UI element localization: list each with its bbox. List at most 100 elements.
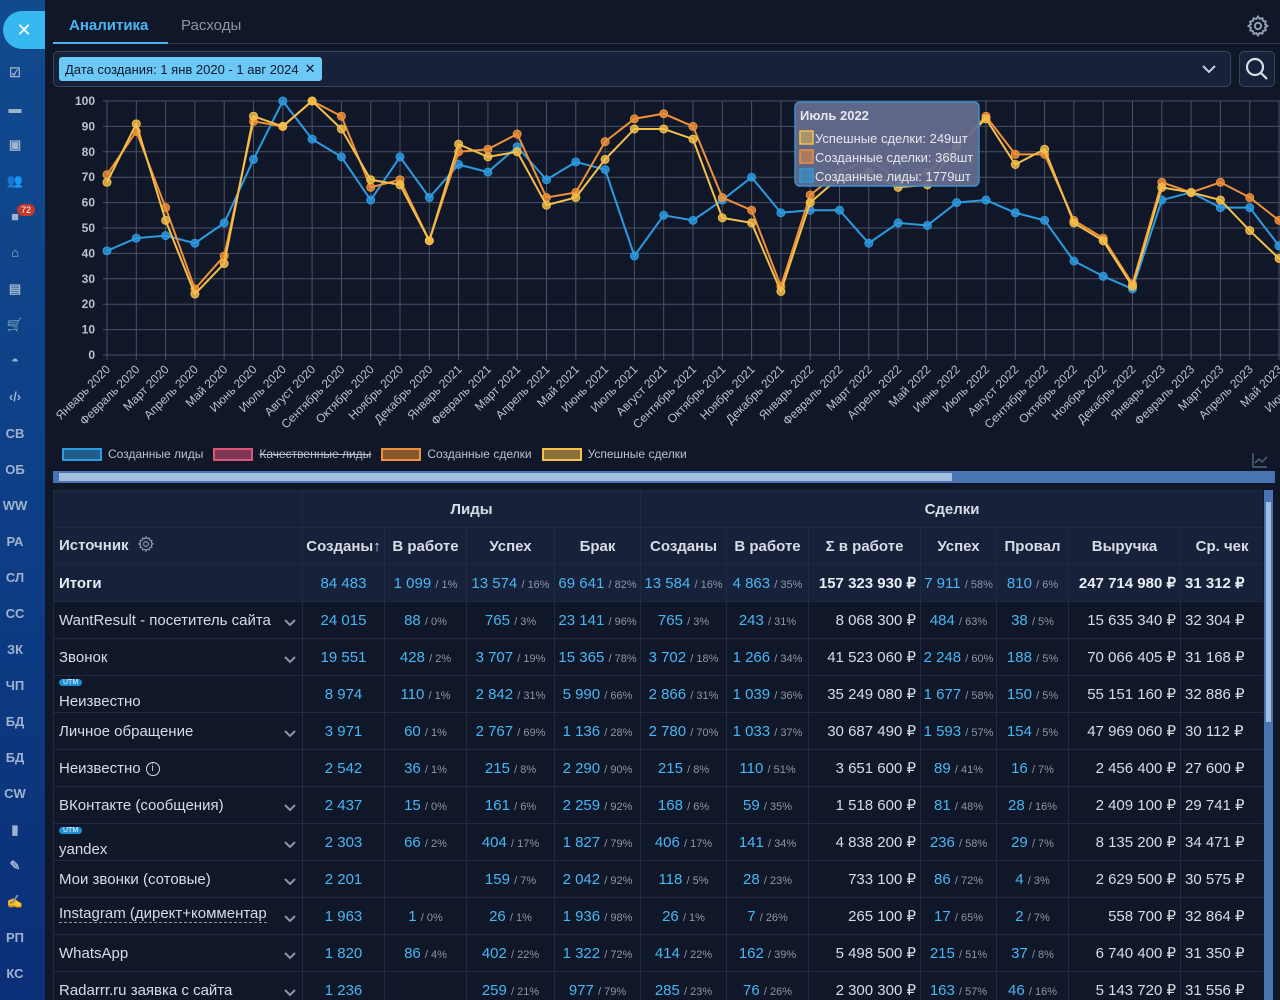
table-cell[interactable]: 23 141 / 96% [553,601,642,639]
sidebar-item-9[interactable]: БД [5,750,25,765]
table-cell[interactable]: 5 990 / 66% [553,675,642,713]
table-cell[interactable]: 59 / 35% [726,786,810,824]
count-value[interactable]: 2 542 [324,759,363,777]
count-value[interactable]: 84 483 [320,574,367,592]
count-value[interactable]: 1 827 [562,833,601,851]
table-cell[interactable]: 810 / 6% [996,564,1070,602]
sidebar-item-7[interactable]: ЧП [5,678,25,693]
count-value[interactable]: 2 437 [324,796,363,814]
table-cell[interactable]: 26 / 1% [640,897,728,935]
scrollbar-thumb[interactable] [1266,502,1271,722]
table-cell[interactable]: 46 / 16% [996,971,1070,1000]
scrollbar-thumb[interactable] [59,473,952,481]
count-value[interactable]: 37 [1011,944,1028,962]
source-cell[interactable]: Instagram (директ+комментар [53,897,303,935]
count-value[interactable]: 765 [484,611,510,629]
count-value[interactable]: 7 911 [924,574,961,592]
count-value[interactable]: 3 702 [648,648,687,666]
table-cell[interactable]: 484 / 63% [920,601,998,639]
count-value[interactable]: 2 248 [923,648,962,666]
count-value[interactable]: 24 015 [320,611,367,629]
table-cell[interactable]: 13 584 / 16% [640,564,728,602]
table-vertical-scrollbar[interactable] [1264,490,1273,1000]
table-cell[interactable]: 60 / 1% [384,712,467,750]
source-cell[interactable]: Звонок [53,638,303,676]
sidebar-item-6[interactable]: ЗК [6,642,24,657]
count-value[interactable]: 168 [657,796,683,814]
table-cell[interactable]: 4 / 3% [996,860,1070,898]
count-value[interactable]: 1 593 [923,722,962,740]
table-row[interactable]: Неизвестно i 2 542 36 / 1% 215 / 8% 2 290 / 9… [53,749,1263,787]
count-value[interactable]: 1 677 [923,685,962,703]
table-cell[interactable]: 15 / 0% [384,786,467,824]
table-cell[interactable]: 19 551 [302,638,385,676]
table-cell[interactable]: 406 / 17% [640,823,728,861]
edit-document-icon[interactable]: ✎ [9,858,21,873]
source-cell[interactable]: Неизвестно i [53,749,303,787]
sidebar-item-1[interactable]: ОБ [5,462,25,477]
checkbox-icon[interactable]: ☑ [9,65,21,80]
count-value[interactable]: 5 990 [562,685,601,703]
count-value[interactable]: 3 707 [475,648,514,666]
sidebar-item-4[interactable]: СЛ [5,570,25,585]
table-cell[interactable]: 168 / 6% [640,786,728,824]
table-row[interactable]: Личное обращение 3 971 60 / 1% 2 767 / 69% 1… [53,712,1263,750]
table-row[interactable]: ВКонтакте (сообщения) 2 437 15 / 0% 161 / 6… [53,786,1263,824]
count-value[interactable]: 1 266 [732,648,771,666]
column-header[interactable]: В работе [384,527,467,565]
table-cell[interactable]: 2 437 [302,786,385,824]
table-cell[interactable]: 24 015 [302,601,385,639]
table-cell[interactable]: 150 / 5% [996,675,1070,713]
count-value[interactable]: 1 936 [562,907,601,925]
count-value[interactable]: 159 [484,870,510,888]
count-value[interactable]: 59 [743,796,760,814]
count-value[interactable]: 215 [929,944,955,962]
sidebar-bottom-item-1[interactable]: КС [6,966,24,981]
count-value[interactable]: 23 141 [558,611,605,629]
table-cell[interactable]: 16 / 7% [996,749,1070,787]
count-value[interactable]: 81 [934,796,951,814]
source-cell[interactable]: Итоги [53,564,303,602]
count-value[interactable]: 765 [657,611,683,629]
tab-analytics[interactable]: Аналитика [69,17,149,34]
legend-item-quality[interactable]: Качественные лиды [213,446,371,462]
count-value[interactable]: 3 971 [324,722,363,740]
table-cell[interactable]: 285 / 23% [640,971,728,1000]
count-value[interactable]: 2 780 [648,722,687,740]
table-cell[interactable]: 81 / 48% [920,786,998,824]
count-value[interactable]: 26 [489,907,506,925]
legend-item-leads[interactable]: Созданные лиды [62,446,203,462]
count-value[interactable]: 402 [481,944,507,962]
table-cell[interactable]: 1 936 / 98% [553,897,642,935]
table-cell[interactable]: 259 / 21% [466,971,555,1000]
expand-chevron-icon[interactable] [284,726,296,738]
column-header[interactable]: В работе [726,527,810,565]
count-value[interactable]: 1 033 [732,722,771,740]
table-row[interactable]: WantResult - посетитель сайта 24 015 88 / … [53,601,1263,639]
sidebar-item-3[interactable]: РА [6,534,24,549]
count-value[interactable]: 29 [1011,833,1028,851]
count-value[interactable]: 977 [568,981,594,999]
count-value[interactable]: 259 [481,981,507,999]
filter-bar[interactable]: Дата создания: 1 янв 2020 - 1 авг 2024 ✕ [53,51,1231,87]
count-value[interactable]: 2 042 [562,870,601,888]
chevron-down-icon[interactable] [1200,60,1218,78]
table-cell[interactable]: 2 042 / 92% [553,860,642,898]
source-cell[interactable]: WhatsApp [53,934,303,972]
table-cell[interactable]: 1 827 / 79% [553,823,642,861]
table-cell[interactable]: 243 / 31% [726,601,810,639]
count-value[interactable]: 118 [658,870,683,888]
column-settings-gear-icon[interactable] [137,535,155,557]
table-cell[interactable]: 84 483 [302,564,385,602]
chart-type-icon[interactable] [1251,451,1269,469]
table-cell[interactable]: 1 033 / 37% [726,712,810,750]
count-value[interactable]: 2 290 [562,759,601,777]
source-cell[interactable]: ВКонтакте (сообщения) [53,786,303,824]
settings-gear-icon[interactable] [1246,14,1270,38]
count-value[interactable]: 110 [739,759,764,777]
table-row[interactable]: UTM yandex 2 303 66 / 2% 404 / 17% 1 827 / 79… [53,823,1263,861]
expand-chevron-icon[interactable] [284,874,296,886]
table-cell[interactable]: 2 290 / 90% [553,749,642,787]
count-value[interactable]: 1 963 [324,907,363,925]
